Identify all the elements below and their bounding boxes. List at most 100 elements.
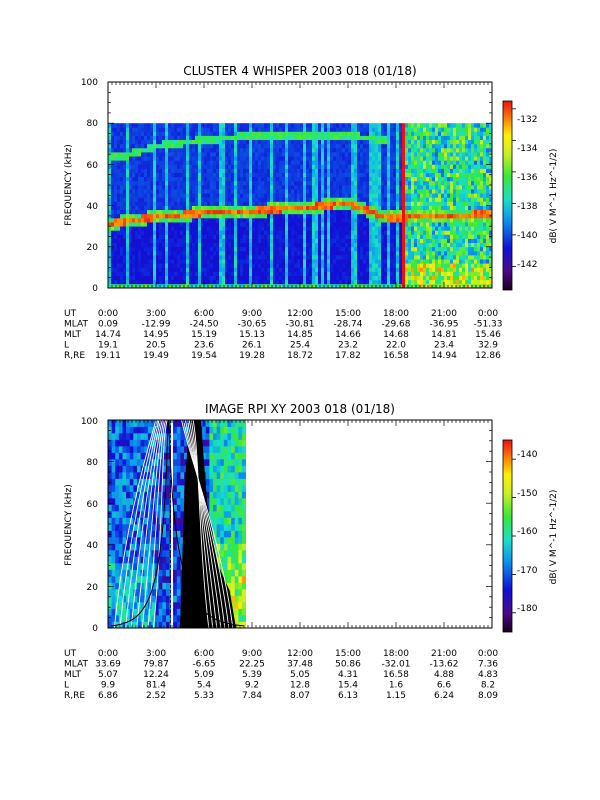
spectrogram-cell	[156, 172, 160, 178]
spectrogram-cell	[138, 259, 142, 264]
spectrogram-cell	[315, 267, 319, 272]
spectrogram-cell	[162, 226, 166, 231]
spectrogram-cell	[339, 267, 343, 272]
spectrogram-cell	[450, 147, 454, 153]
spectrogram-cell	[384, 226, 388, 231]
spectrogram-cell	[432, 201, 436, 206]
spectrogram-cell	[468, 267, 472, 272]
spectrogram-cell	[459, 230, 463, 235]
spectrogram-cell	[345, 147, 349, 153]
spectrogram-cell	[450, 213, 454, 219]
spectrogram-cell	[321, 279, 325, 285]
spectrogram-cell	[405, 160, 409, 165]
spectrogram-cell	[111, 205, 115, 211]
spectrogram-cell	[123, 147, 127, 153]
spectrogram-cell	[357, 275, 361, 281]
spectrogram-cell	[141, 222, 145, 227]
spectrogram-cell	[246, 143, 250, 149]
spectrogram-cell	[159, 143, 163, 149]
spectrogram-cell	[216, 172, 220, 178]
spectrogram-cell	[291, 275, 295, 281]
spectrogram-cell	[420, 164, 424, 169]
spectrogram-cell	[432, 180, 436, 186]
spectrogram-cell	[210, 189, 214, 194]
spectrogram-cell	[117, 250, 121, 256]
spectrogram-cell	[150, 147, 154, 153]
spectrogram-cell	[276, 189, 280, 194]
spectrogram-cell	[273, 156, 277, 161]
spectrogram-cell	[129, 180, 133, 186]
spectrogram-cell	[306, 143, 310, 149]
spectrogram-cell	[369, 131, 373, 136]
spectrogram-cell	[177, 172, 181, 178]
spectrogram-cell	[297, 259, 301, 264]
spectrogram-cell	[441, 238, 445, 244]
spectrogram-cell	[246, 193, 250, 198]
spectrogram-cell	[363, 127, 367, 132]
spectrogram-cell	[222, 123, 226, 128]
spectrogram-cell	[258, 255, 262, 260]
spectrogram-cell	[297, 205, 301, 211]
spectrogram-cell	[129, 259, 133, 264]
spectrogram-cell	[180, 127, 184, 132]
spectrogram-cell	[471, 242, 475, 248]
spectrogram-cell	[405, 279, 409, 285]
spectrogram-cell	[144, 226, 148, 231]
spectrogram-cell	[180, 238, 184, 244]
spectrogram-cell	[261, 209, 265, 215]
spectrogram-cell	[408, 238, 412, 244]
spectrogram-cell	[390, 222, 394, 227]
spectrogram-cell	[435, 189, 439, 194]
spectrogram-cell	[120, 283, 124, 288]
spectrogram-cell	[252, 267, 256, 272]
spectrogram-cell	[219, 139, 223, 145]
spectrogram-cell	[321, 242, 325, 248]
spectrogram-cell	[465, 201, 469, 206]
spectrogram-cell	[336, 205, 340, 211]
spectrogram-cell	[330, 143, 334, 149]
spectrogram-cell	[258, 168, 262, 173]
spectrogram-cell	[252, 222, 256, 227]
spectrogram-cell	[252, 201, 256, 206]
spectrogram-cell	[318, 275, 322, 281]
spectrogram-cell	[282, 172, 286, 178]
spectrogram-cell	[204, 283, 208, 288]
spectrogram-cell	[204, 160, 208, 165]
spectrogram-cell	[243, 164, 247, 169]
spectrogram-cell	[123, 160, 127, 165]
spectrogram-cell	[462, 164, 466, 169]
spectrogram-cell	[120, 147, 124, 153]
spectrogram-cell	[321, 156, 325, 161]
spectrogram-cell	[405, 230, 409, 235]
spectrogram-cell	[270, 123, 274, 128]
spectrogram-cell	[324, 242, 328, 248]
spectrogram-cell	[132, 271, 136, 276]
spectrogram-cell	[147, 123, 151, 128]
spectrogram-cell	[303, 230, 307, 235]
spectrogram-cell	[354, 197, 358, 202]
spectrogram-cell	[141, 172, 145, 178]
spectrogram-cell	[354, 201, 358, 206]
spectrogram-cell	[318, 131, 322, 136]
spectrogram-cell	[144, 283, 148, 288]
spectrogram-cell	[138, 263, 142, 268]
spectrogram-cell	[294, 263, 298, 268]
spectrogram-cell	[456, 242, 460, 248]
spectrogram-cell	[234, 197, 238, 202]
spectrogram-cell	[408, 168, 412, 173]
spectrogram-cell	[300, 283, 304, 288]
spectrogram-cell	[171, 164, 175, 169]
spectrogram-cell	[444, 147, 448, 153]
spectrogram-cell	[333, 275, 337, 281]
spectrogram-cell	[159, 209, 163, 215]
spectrogram-cell	[117, 172, 121, 178]
spectrogram-cell	[396, 222, 400, 227]
spectrogram-cell	[327, 185, 331, 190]
spectrogram-cell	[183, 160, 187, 165]
spectrogram-cell	[240, 139, 244, 145]
spectrogram-cell	[264, 172, 268, 178]
spectrogram-cell	[120, 234, 124, 239]
spectrogram-cell	[363, 263, 367, 268]
spectrogram-cell	[339, 246, 343, 252]
spectrogram-cell	[324, 279, 328, 285]
